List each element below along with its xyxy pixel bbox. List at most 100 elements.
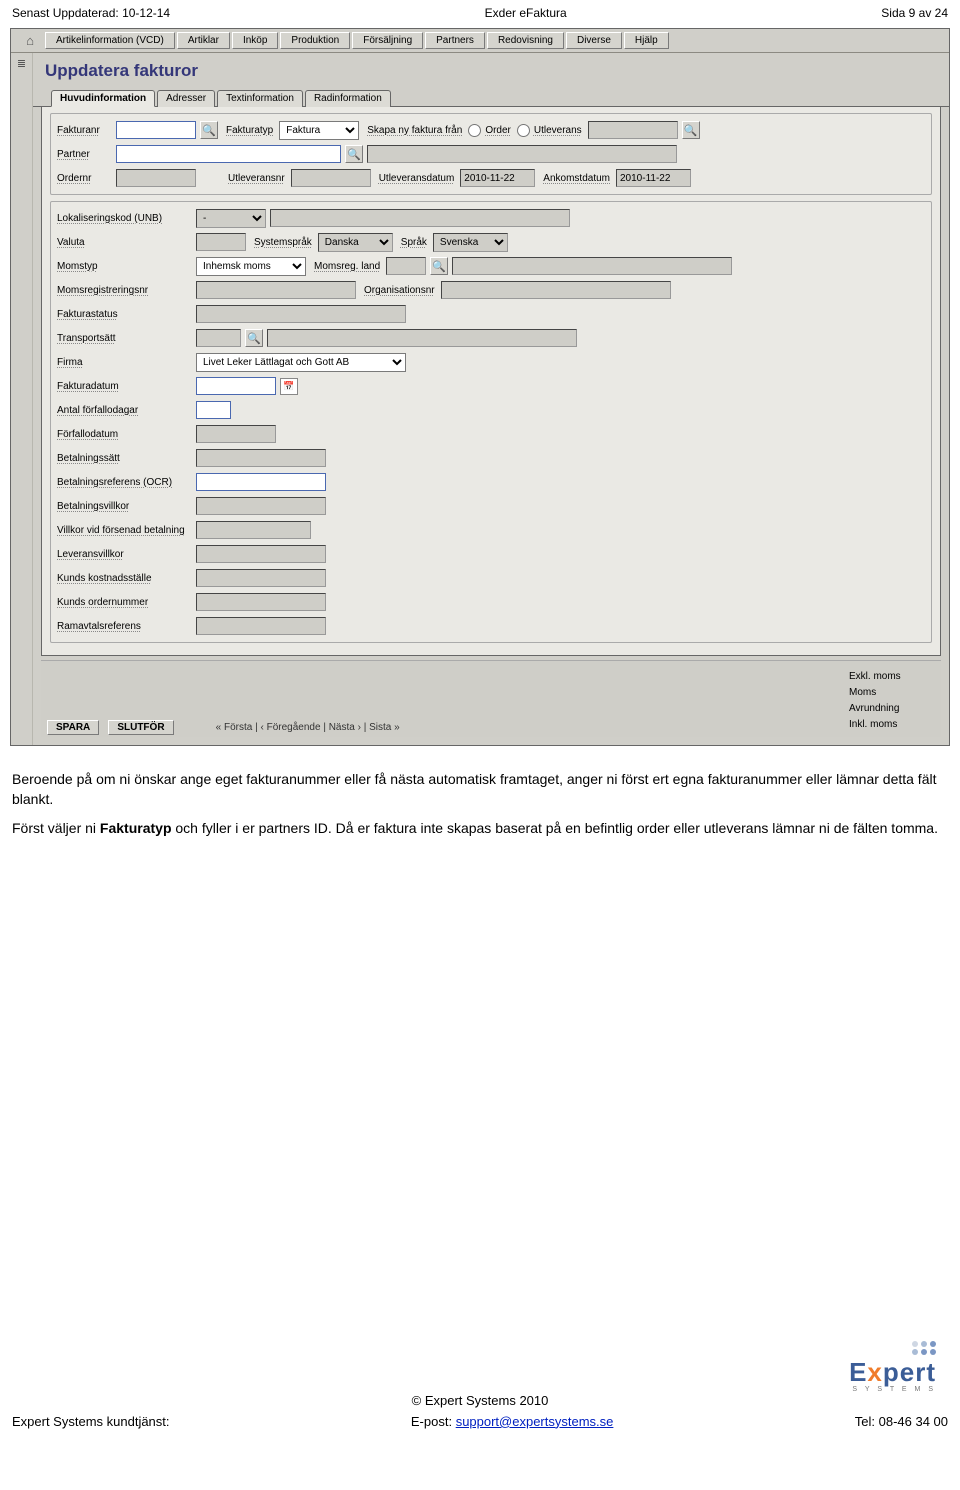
- menu-item[interactable]: Partners: [425, 32, 485, 49]
- totals-box: Exkl. moms Moms Avrundning Inkl. moms: [845, 669, 935, 733]
- tab-adresser[interactable]: Adresser: [157, 90, 215, 107]
- fakturanr-input[interactable]: [116, 121, 196, 139]
- momsregnr-input[interactable]: [196, 281, 356, 299]
- tab-textinformation[interactable]: Textinformation: [217, 90, 303, 107]
- label-forfallodagar: Antal förfallodagar: [57, 405, 192, 416]
- calendar-icon[interactable]: 📅: [280, 378, 298, 395]
- menu-item[interactable]: Artiklar: [177, 32, 230, 49]
- paragraph: Först väljer ni Fakturatyp och fyller i …: [12, 819, 948, 839]
- page-title: Uppdatera fakturor: [33, 53, 949, 89]
- doc-body-text: Beroende på om ni önskar ange eget faktu…: [0, 756, 960, 847]
- kostnadsstalle-input[interactable]: [196, 569, 326, 587]
- forfallodatum-input[interactable]: [196, 425, 276, 443]
- finish-button[interactable]: SLUTFÖR: [108, 720, 173, 735]
- orgnr-input[interactable]: [441, 281, 671, 299]
- leveransvillkor-input[interactable]: [196, 545, 326, 563]
- label-partner: Partner: [57, 149, 112, 160]
- page-footer: Expert S Y S T E M S © Expert Systems 20…: [0, 1337, 960, 1439]
- utleveransnr-input[interactable]: [291, 169, 371, 187]
- betalningssatt-input[interactable]: [196, 449, 326, 467]
- paragraph: Beroende på om ni önskar ange eget faktu…: [12, 770, 948, 809]
- ordernummer-input[interactable]: [196, 593, 326, 611]
- total-row: Moms: [845, 685, 935, 701]
- betalningsvillkor-input[interactable]: [196, 497, 326, 515]
- firma-select[interactable]: Livet Leker Lättlagat och Gott AB: [196, 353, 406, 372]
- ramavtal-input[interactable]: [196, 617, 326, 635]
- rail-icon[interactable]: ≣: [11, 57, 32, 70]
- lokkod-select[interactable]: -: [196, 209, 266, 228]
- label-sprak: Språk: [401, 237, 427, 248]
- label-orgnr: Organisationsnr: [364, 285, 435, 296]
- label-utleveransnr: Utleveransnr: [228, 173, 285, 184]
- fakturastatus-input: [196, 305, 406, 323]
- menu-item[interactable]: Hjälp: [624, 32, 669, 49]
- label-ordernummer: Kunds ordernummer: [57, 597, 192, 608]
- doc-header: Senast Uppdaterad: 10-12-14 Exder eFaktu…: [0, 0, 960, 26]
- label-fakturadatum: Fakturadatum: [57, 381, 192, 392]
- total-row: Inkl. moms: [845, 717, 935, 733]
- label-kostnadsstalle: Kunds kostnadsställe: [57, 573, 192, 584]
- search-icon[interactable]: 🔍: [345, 145, 363, 163]
- label-forfallodatum: Förfallodatum: [57, 429, 192, 440]
- label-order: Order: [485, 125, 511, 136]
- expert-logo: Expert S Y S T E M S: [849, 1341, 936, 1393]
- label-momstyp: Momstyp: [57, 261, 192, 272]
- home-icon[interactable]: ⌂: [21, 32, 39, 50]
- app-window: ⌂ Artikelinformation (VCD) Artiklar Inkö…: [10, 28, 950, 746]
- ocr-input[interactable]: [196, 473, 326, 491]
- radio-utleverans[interactable]: [517, 124, 530, 137]
- label-momsregland: Momsreg. land: [314, 261, 380, 272]
- label-firma: Firma: [57, 357, 192, 368]
- pager[interactable]: « Första | ‹ Föregående | Nästa › | Sist…: [216, 722, 400, 733]
- label-leveransvillkor: Leveransvillkor: [57, 549, 192, 560]
- momstyp-select[interactable]: Inhemsk moms: [196, 257, 306, 276]
- search-icon[interactable]: 🔍: [245, 329, 263, 347]
- lokkod-display: [270, 209, 570, 227]
- systemsprak-select[interactable]: Danska: [318, 233, 393, 252]
- menu-item[interactable]: Produktion: [280, 32, 350, 49]
- label-betalningssatt: Betalningssätt: [57, 453, 192, 464]
- footer-mid: E-post: support@expertsystems.se: [411, 1414, 614, 1429]
- ankomstdatum-input[interactable]: [616, 169, 691, 187]
- menu-item[interactable]: Diverse: [566, 32, 622, 49]
- sprak-select[interactable]: Svenska: [433, 233, 508, 252]
- label-skapany: Skapa ny faktura från: [367, 125, 462, 136]
- menu-item[interactable]: Redovisning: [487, 32, 564, 49]
- valuta-input[interactable]: [196, 233, 246, 251]
- menu-item[interactable]: Inköp: [232, 32, 278, 49]
- label-systemsprak: Systemspråk: [254, 237, 312, 248]
- label-lokkod: Lokaliseringskod (UNB): [57, 213, 192, 224]
- save-button[interactable]: SPARA: [47, 720, 99, 735]
- label-fakturanr: Fakturanr: [57, 125, 112, 136]
- utleveransdatum-input[interactable]: [460, 169, 535, 187]
- form-footer: SPARA SLUTFÖR « Första | ‹ Föregående | …: [41, 660, 941, 737]
- ordernr-input[interactable]: [116, 169, 196, 187]
- tab-radinformation[interactable]: Radinformation: [305, 90, 391, 107]
- search-icon[interactable]: 🔍: [200, 121, 218, 139]
- copyright: © Expert Systems 2010: [12, 1393, 948, 1408]
- label-ankomstdatum: Ankomstdatum: [543, 173, 610, 184]
- menu-item[interactable]: Artikelinformation (VCD): [45, 32, 175, 49]
- partner-input[interactable]: [116, 145, 341, 163]
- main-menu-bar: ⌂ Artikelinformation (VCD) Artiklar Inkö…: [11, 29, 949, 53]
- forfallodagar-input[interactable]: [196, 401, 231, 419]
- momsregland-display: [452, 257, 732, 275]
- search-icon[interactable]: 🔍: [682, 121, 700, 139]
- fakturadatum-input[interactable]: [196, 377, 276, 395]
- label-utleverans: Utleverans: [534, 125, 582, 136]
- label-ramavtal: Ramavtalsreferens: [57, 621, 192, 632]
- tab-bar: Huvudinformation Adresser Textinformatio…: [33, 89, 949, 107]
- villkor-forsenad-input[interactable]: [196, 521, 311, 539]
- radio-order[interactable]: [468, 124, 481, 137]
- support-email-link[interactable]: support@expertsystems.se: [456, 1414, 614, 1429]
- fakturatyp-select[interactable]: Faktura: [279, 121, 359, 140]
- doc-header-left: Senast Uppdaterad: 10-12-14: [12, 6, 170, 20]
- transportsatt-input[interactable]: [196, 329, 241, 347]
- momsregland-input[interactable]: [386, 257, 426, 275]
- total-row: Exkl. moms: [845, 669, 935, 685]
- tab-huvudinformation[interactable]: Huvudinformation: [51, 90, 155, 107]
- label-betalningsvillkor: Betalningsvillkor: [57, 501, 192, 512]
- utleverans-input[interactable]: [588, 121, 678, 139]
- search-icon[interactable]: 🔍: [430, 257, 448, 275]
- menu-item[interactable]: Försäljning: [352, 32, 423, 49]
